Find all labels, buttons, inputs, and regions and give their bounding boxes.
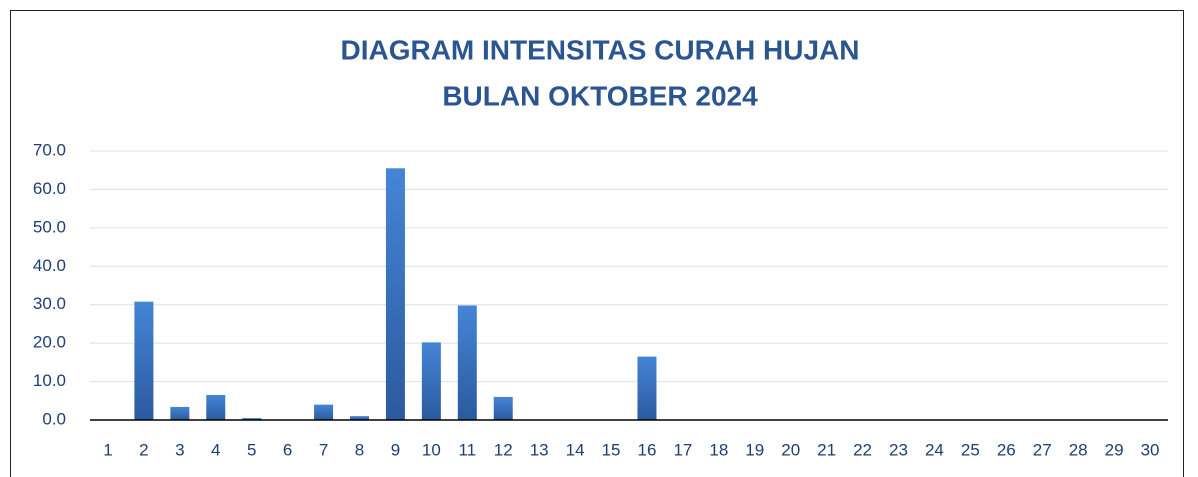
x-tick-label: 24 — [925, 440, 944, 459]
x-tick-label: 1 — [103, 440, 112, 459]
x-tick-label: 19 — [745, 440, 764, 459]
chart-title: BULAN OKTOBER 2024 — [442, 80, 758, 111]
x-tick-label: 10 — [422, 440, 441, 459]
bar — [493, 396, 513, 420]
x-tick-label: 6 — [283, 440, 292, 459]
x-tick-label: 5 — [247, 440, 256, 459]
bar — [314, 404, 334, 420]
bar — [206, 395, 226, 420]
x-tick-label: 29 — [1105, 440, 1124, 459]
bar — [170, 406, 190, 420]
x-tick-label: 12 — [494, 440, 513, 459]
x-tick-label: 14 — [566, 440, 585, 459]
y-tick-label: 50.0 — [33, 217, 66, 236]
x-tick-label: 27 — [1033, 440, 1052, 459]
x-tick-label: 18 — [709, 440, 728, 459]
chart-title: DIAGRAM INTENSITAS CURAH HUJAN — [340, 34, 859, 65]
x-tick-label: 30 — [1141, 440, 1160, 459]
x-tick-label: 13 — [530, 440, 549, 459]
bar — [134, 301, 154, 420]
x-tick-label: 9 — [391, 440, 400, 459]
bar — [421, 342, 441, 420]
bar — [637, 356, 657, 420]
bar — [242, 418, 262, 420]
bar — [350, 416, 369, 420]
x-tick-label: 16 — [638, 440, 657, 459]
bar — [385, 168, 405, 420]
x-tick-label: 7 — [319, 440, 328, 459]
y-tick-label: 0.0 — [42, 409, 66, 428]
x-tick-label: 26 — [997, 440, 1016, 459]
x-tick-label: 17 — [673, 440, 692, 459]
y-tick-label: 30.0 — [33, 294, 66, 313]
bar — [457, 305, 477, 420]
x-tick-label: 15 — [602, 440, 621, 459]
x-tick-label: 3 — [175, 440, 184, 459]
y-tick-label: 60.0 — [33, 179, 66, 198]
x-tick-label: 2 — [139, 440, 148, 459]
x-tick-label: 21 — [817, 440, 836, 459]
x-tick-label: 22 — [853, 440, 872, 459]
x-tick-label: 11 — [458, 440, 476, 459]
x-tick-label: 8 — [355, 440, 364, 459]
chart-frame — [10, 10, 1184, 477]
x-tick-label: 23 — [889, 440, 908, 459]
x-tick-label: 20 — [781, 440, 800, 459]
y-tick-label: 20.0 — [33, 333, 66, 352]
y-tick-label: 70.0 — [33, 140, 66, 159]
x-tick-label: 25 — [961, 440, 980, 459]
y-tick-label: 10.0 — [33, 371, 66, 390]
x-tick-label: 28 — [1069, 440, 1088, 459]
y-tick-label: 40.0 — [33, 256, 66, 275]
x-tick-label: 4 — [211, 440, 220, 459]
